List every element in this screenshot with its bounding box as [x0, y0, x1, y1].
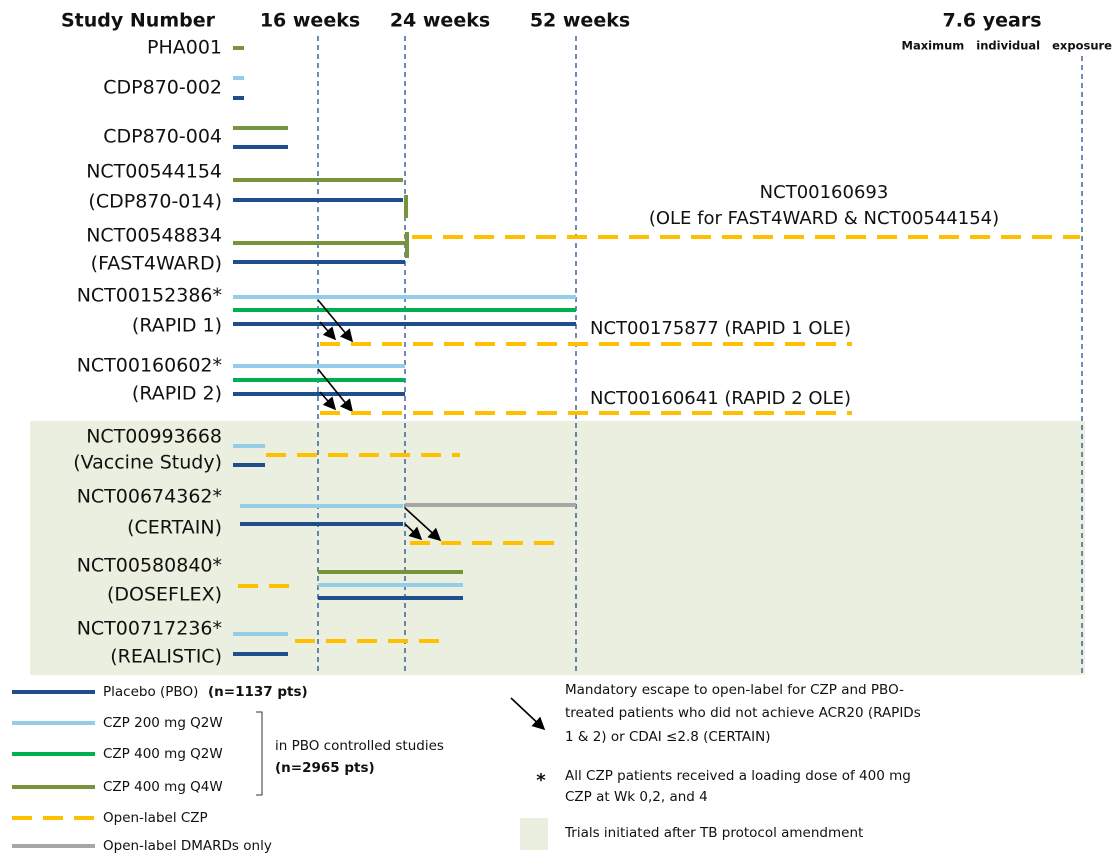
study-label: (CERTAIN) [127, 517, 222, 539]
legend-item: CZP 200 mg Q2W [103, 715, 223, 731]
study-label: (CDP870-014) [88, 191, 222, 213]
study-label: NCT00580840* [77, 555, 222, 577]
study-label: (RAPID 1) [132, 315, 222, 337]
study-label: PHA001 [147, 37, 222, 59]
study-label: NCT00548834 [86, 225, 222, 247]
bars [233, 46, 1080, 656]
study-label: NCT00717236* [77, 618, 222, 640]
note: 1 & 2) or CDAI ≤2.8 (CERTAIN) [565, 729, 771, 745]
column-title: Study Number [61, 10, 216, 32]
study-label: (Vaccine Study) [73, 452, 222, 474]
study-label: (DOSEFLEX) [107, 584, 222, 606]
shaded-region [30, 421, 1085, 675]
timepoint: 16 weeks [260, 10, 360, 32]
max-note: Maximum individual exposure [902, 39, 1113, 53]
study-labels: PHA001 CDP870-002 CDP870-004 NCT00544154 (CD… [73, 37, 222, 668]
timepoint: 7.6 years [942, 10, 1041, 32]
asterisk: * [536, 770, 546, 791]
timelines [317, 36, 1083, 675]
note: treated patients who did not achieve ACR… [565, 705, 921, 721]
study-label: (FAST4WARD) [91, 253, 222, 275]
study-label: CDP870-002 [103, 77, 222, 99]
legend-item: Open-label CZP [103, 810, 208, 826]
study-label: (REALISTIC) [110, 646, 222, 668]
legend-item: CZP 400 mg Q4W [103, 779, 223, 795]
note: All CZP patients received a loading dose… [565, 768, 911, 784]
study-label: (RAPID 2) [132, 383, 222, 405]
study-label: CDP870-004 [103, 126, 222, 148]
legend: Placebo (PBO) (n=1137 pts) CZP 200 mg Q2… [12, 682, 921, 854]
group-note: in PBO controlled studies [275, 738, 444, 754]
study-label: NCT00674362* [77, 486, 222, 508]
legend-item: CZP 400 mg Q2W [103, 746, 223, 762]
note: CZP at Wk 0,2, and 4 [565, 789, 708, 805]
timepoint: 52 weeks [530, 10, 630, 32]
ole-label: NCT00175877 (RAPID 1 OLE) [590, 318, 851, 339]
study-label: NCT00993668 [86, 426, 222, 448]
legend-item: Placebo (PBO) [103, 684, 198, 700]
ole-label: NCT00160641 (RAPID 2 OLE) [590, 388, 851, 409]
legend-n: (n=1137 pts) [208, 684, 308, 700]
shaded-swatch [520, 818, 548, 850]
group-n: (n=2965 pts) [275, 760, 375, 776]
note: Mandatory escape to open-label for CZP a… [565, 682, 904, 698]
study-label: NCT00544154 [86, 161, 222, 183]
study-label: NCT00160602* [77, 355, 222, 377]
timepoint: 24 weeks [390, 10, 490, 32]
note: Trials initiated after TB protocol amend… [564, 825, 863, 841]
ole-label: (OLE for FAST4WARD & NCT00544154) [649, 208, 999, 229]
ole-label: NCT00160693 [760, 182, 889, 203]
legend-item: Open-label DMARDs only [103, 838, 272, 854]
study-label: NCT00152386* [77, 285, 222, 307]
